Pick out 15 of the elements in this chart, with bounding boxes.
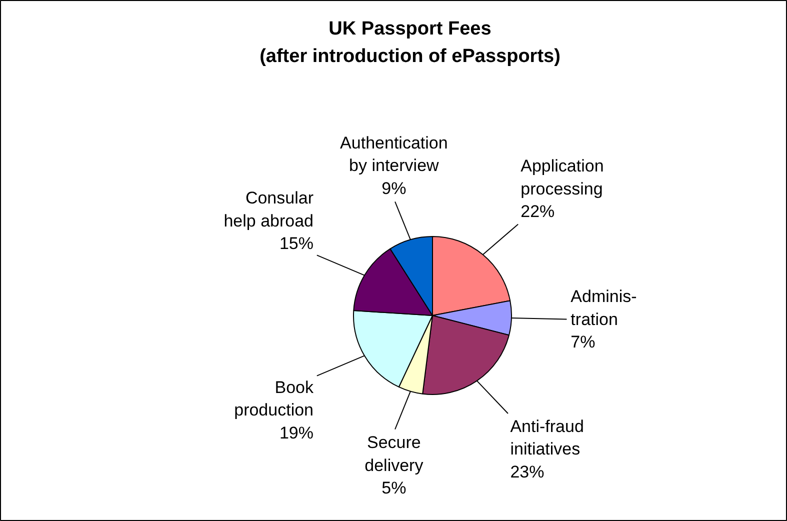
- data-label: 9%: [382, 178, 406, 198]
- data-label: 19%: [279, 423, 314, 442]
- chart-title: UK Passport Fees (after introduction of ePassports): [260, 18, 560, 67]
- data-label: 15%: [279, 234, 314, 254]
- slice-label: Secure delivery: [364, 433, 424, 475]
- slice-label: Application processing: [520, 156, 604, 198]
- slice-label: Anti-fraud initiatives: [510, 416, 584, 459]
- data-label: 5%: [382, 478, 406, 498]
- data-label: 23%: [510, 462, 544, 482]
- slice-label: Adminis- tration: [570, 287, 637, 329]
- data-label: 22%: [520, 202, 555, 222]
- slice-label: Book production: [234, 378, 314, 420]
- slice-label: Consular help abroad: [224, 188, 314, 230]
- data-label: 7%: [570, 332, 596, 352]
- slice-label: Authentication by interview: [340, 133, 448, 176]
